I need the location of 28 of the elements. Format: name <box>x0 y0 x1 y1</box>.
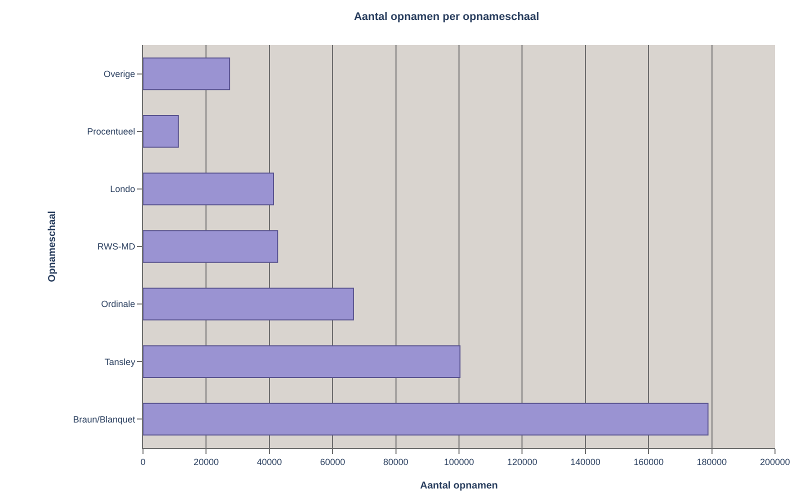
x-tick-label: 140000 <box>570 456 600 467</box>
chart-title: Aantal opnamen per opnameschaal <box>354 11 540 24</box>
y-tick-label: RWS-MD <box>97 242 136 252</box>
x-tick-label: 180000 <box>696 456 727 467</box>
x-tick-label: 80000 <box>383 456 408 467</box>
y-tick-label: Tansley <box>104 356 136 367</box>
x-tick-label: 120000 <box>507 456 538 467</box>
y-tick-label: Overige <box>104 68 136 79</box>
x-axis-title: Aantal opnamen <box>420 480 498 492</box>
x-tick-label: 40000 <box>256 456 282 467</box>
bar <box>143 402 709 436</box>
bar <box>143 115 179 148</box>
bar <box>143 288 354 320</box>
x-tick-label: 160000 <box>634 456 664 467</box>
bar <box>143 345 460 378</box>
x-tick-label: 20000 <box>194 456 219 467</box>
y-tick-label: Procentueel <box>87 126 136 137</box>
y-axis-title: Opnameschaal <box>47 210 58 282</box>
bar <box>143 230 278 263</box>
x-tick-label: 0 <box>140 456 146 467</box>
x-tick-label: 60000 <box>320 456 346 467</box>
bar <box>143 57 230 90</box>
y-tick-label: Ordinale <box>101 299 136 310</box>
bar <box>143 172 274 206</box>
y-tick-label: Braun/Blanquet <box>73 414 136 424</box>
x-tick-label: 200000 <box>760 456 790 467</box>
x-tick-label: 100000 <box>444 456 474 467</box>
y-tick-label: Londo <box>110 184 136 194</box>
